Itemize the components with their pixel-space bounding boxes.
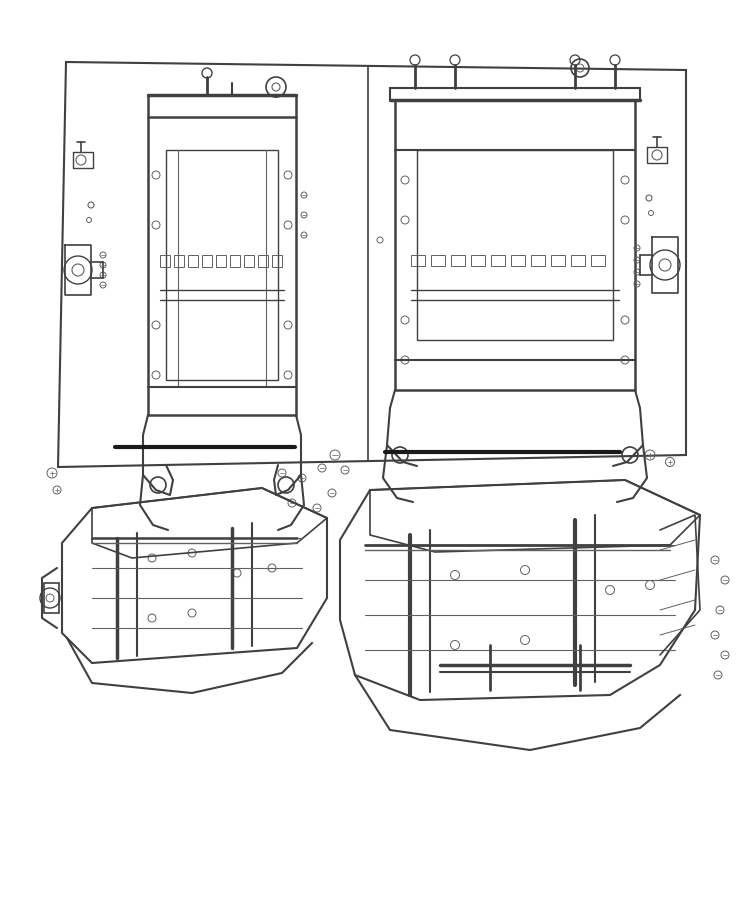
Bar [202, 255, 212, 267]
Bar [44, 583, 59, 613]
Bar [160, 255, 170, 267]
Bar [431, 255, 445, 266]
Bar [571, 255, 585, 266]
Bar [551, 255, 565, 266]
Bar [591, 255, 605, 266]
Bar [531, 255, 545, 266]
Bar [166, 150, 278, 380]
Bar [395, 100, 635, 390]
Bar [244, 255, 254, 267]
Bar [272, 255, 282, 267]
Bar [148, 95, 296, 415]
Bar [216, 255, 226, 267]
Bar [174, 255, 184, 267]
Bar [451, 255, 465, 266]
Bar [417, 150, 613, 340]
Bar [258, 255, 268, 267]
Bar [411, 255, 425, 266]
Bar [230, 255, 240, 267]
Bar [511, 255, 525, 266]
Bar [471, 255, 485, 266]
Bar [188, 255, 198, 267]
Bar [491, 255, 505, 266]
